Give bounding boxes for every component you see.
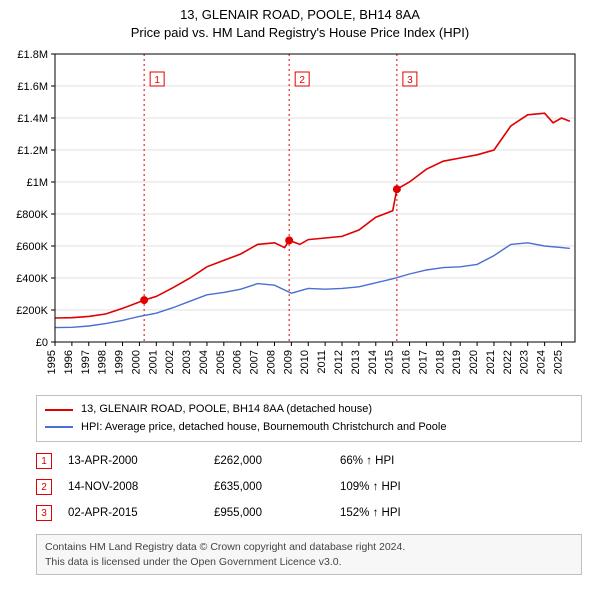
svg-text:2012: 2012: [333, 350, 345, 374]
svg-text:2015: 2015: [384, 350, 396, 374]
svg-text:£200K: £200K: [16, 305, 48, 317]
svg-text:2014: 2014: [367, 350, 379, 374]
svg-text:1999: 1999: [114, 350, 126, 374]
svg-text:2024: 2024: [536, 350, 548, 374]
chart-title: 13, GLENAIR ROAD, POOLE, BH14 8AA Price …: [0, 0, 600, 42]
sales-table: 1 13-APR-2000 £262,000 66% ↑ HPI 2 14-NO…: [36, 448, 564, 526]
title-line1: 13, GLENAIR ROAD, POOLE, BH14 8AA: [0, 6, 600, 24]
svg-text:2: 2: [299, 75, 305, 86]
sales-price-1: £262,000: [214, 455, 324, 467]
legend-text-2: HPI: Average price, detached house, Bour…: [81, 419, 446, 437]
svg-text:2021: 2021: [485, 350, 497, 374]
svg-text:2005: 2005: [215, 350, 227, 374]
svg-text:2013: 2013: [350, 350, 362, 374]
sales-hpi-3: 152% ↑ HPI: [340, 507, 470, 519]
sales-price-2: £635,000: [214, 481, 324, 493]
svg-text:2010: 2010: [299, 350, 311, 374]
svg-text:2018: 2018: [434, 350, 446, 374]
sales-marker-2: 2: [36, 479, 52, 495]
svg-text:3: 3: [407, 75, 413, 86]
chart-area: £0 £200K £400K £600K £800K £1M £1.2M £1.4M £1.6M…: [0, 48, 600, 388]
sales-date-2: 14-NOV-2008: [68, 481, 198, 493]
svg-text:2002: 2002: [164, 350, 176, 374]
svg-text:2017: 2017: [417, 350, 429, 374]
svg-text:2023: 2023: [519, 350, 531, 374]
svg-text:2009: 2009: [282, 350, 294, 374]
svg-text:2000: 2000: [130, 350, 142, 374]
svg-text:2011: 2011: [316, 350, 328, 374]
legend-text-1: 13, GLENAIR ROAD, POOLE, BH14 8AA (detac…: [81, 401, 372, 419]
svg-text:2019: 2019: [451, 350, 463, 374]
svg-text:2022: 2022: [502, 350, 514, 374]
svg-text:£1.2M: £1.2M: [17, 145, 48, 157]
sales-hpi-1: 66% ↑ HPI: [340, 455, 470, 467]
svg-text:£1.4M: £1.4M: [17, 113, 48, 125]
sales-hpi-2: 109% ↑ HPI: [340, 481, 470, 493]
svg-text:£800K: £800K: [16, 209, 48, 221]
sales-marker-3: 3: [36, 505, 52, 521]
svg-text:£0: £0: [36, 337, 48, 349]
footer-line1: Contains HM Land Registry data © Crown c…: [45, 540, 573, 555]
svg-text:£400K: £400K: [16, 273, 48, 285]
sales-marker-1: 1: [36, 453, 52, 469]
svg-text:£600K: £600K: [16, 241, 48, 253]
svg-text:2007: 2007: [249, 350, 261, 374]
svg-text:1998: 1998: [97, 350, 109, 374]
license-box: Contains HM Land Registry data © Crown c…: [36, 534, 582, 575]
footer-line2: This data is licensed under the Open Gov…: [45, 555, 573, 570]
svg-text:£1.6M: £1.6M: [17, 81, 48, 93]
sales-date-3: 02-APR-2015: [68, 507, 198, 519]
chart-svg: £0 £200K £400K £600K £800K £1M £1.2M £1.4M £1.6M…: [0, 48, 600, 388]
sales-row-3: 3 02-APR-2015 £955,000 152% ↑ HPI: [36, 500, 564, 526]
legend-swatch-1: [45, 409, 73, 411]
svg-text:1997: 1997: [80, 350, 92, 374]
svg-text:2001: 2001: [147, 350, 159, 374]
svg-text:2004: 2004: [198, 350, 210, 374]
svg-text:2020: 2020: [468, 350, 480, 374]
legend-box: 13, GLENAIR ROAD, POOLE, BH14 8AA (detac…: [36, 395, 582, 442]
sales-price-3: £955,000: [214, 507, 324, 519]
svg-text:2008: 2008: [265, 350, 277, 374]
svg-text:2006: 2006: [232, 350, 244, 374]
svg-text:£1.8M: £1.8M: [17, 49, 48, 61]
legend-swatch-2: [45, 426, 73, 428]
legend-item-2: HPI: Average price, detached house, Bour…: [45, 419, 573, 437]
svg-text:1: 1: [154, 75, 160, 86]
sales-row-1: 1 13-APR-2000 £262,000 66% ↑ HPI: [36, 448, 564, 474]
title-line2: Price paid vs. HM Land Registry's House …: [0, 24, 600, 42]
svg-text:2016: 2016: [401, 350, 413, 374]
svg-text:1996: 1996: [63, 350, 75, 374]
legend-item-1: 13, GLENAIR ROAD, POOLE, BH14 8AA (detac…: [45, 401, 573, 419]
svg-text:2025: 2025: [552, 350, 564, 374]
svg-text:£1M: £1M: [27, 177, 48, 189]
sales-date-1: 13-APR-2000: [68, 455, 198, 467]
svg-text:2003: 2003: [181, 350, 193, 374]
chart-container: 13, GLENAIR ROAD, POOLE, BH14 8AA Price …: [0, 0, 600, 590]
sales-row-2: 2 14-NOV-2008 £635,000 109% ↑ HPI: [36, 474, 564, 500]
svg-text:1995: 1995: [46, 350, 58, 374]
